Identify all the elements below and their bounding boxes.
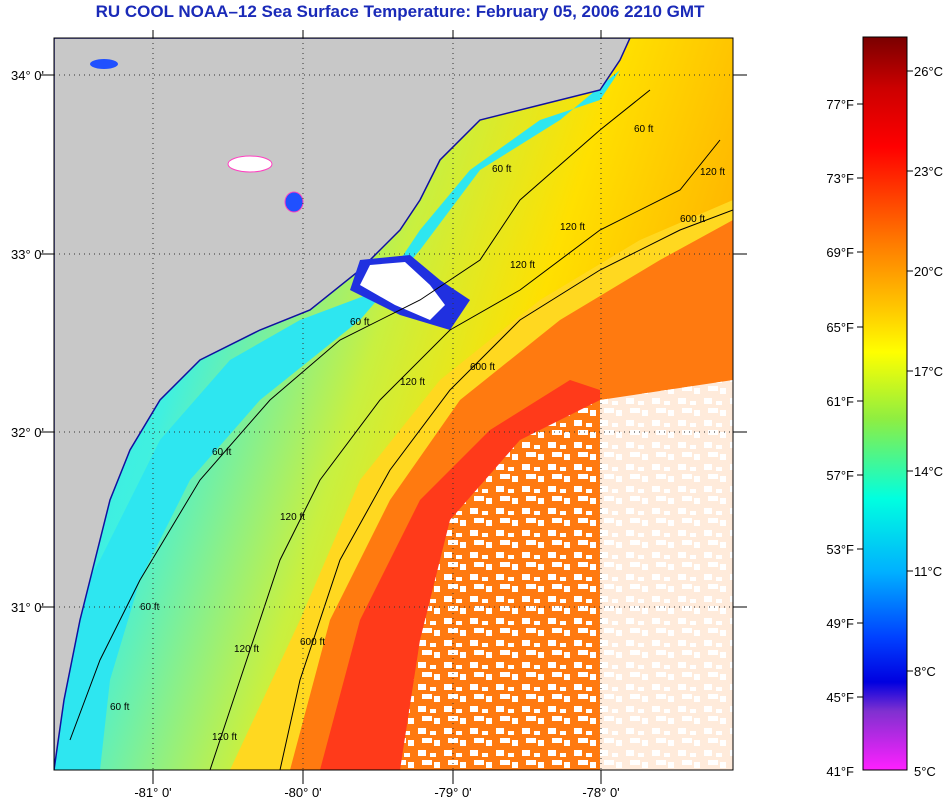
contour-label: 60 ft bbox=[634, 124, 654, 135]
f-label: 53°F bbox=[826, 542, 854, 557]
lat-label: 34° 0' bbox=[11, 68, 44, 83]
contour-600ft bbox=[279, 209, 733, 770]
contour-label: 120 ft bbox=[400, 377, 425, 388]
latitude-labels: 34° 0' 33° 0' 32° 0' 31° 0' bbox=[11, 68, 44, 615]
sst-map: 60 ft 60 ft 60 ft 60 ft 120 ft 120 ft 12… bbox=[54, 38, 733, 770]
c-label: 23°C bbox=[914, 164, 943, 179]
contour-label: 600 ft bbox=[680, 214, 705, 225]
f-label: 49°F bbox=[826, 616, 854, 631]
c-label: 5°C bbox=[914, 764, 936, 779]
lon-label: -78° 0' bbox=[582, 785, 619, 800]
c-label: 14°C bbox=[914, 464, 943, 479]
lake bbox=[90, 59, 118, 69]
lake bbox=[227, 155, 273, 173]
f-label: 73°F bbox=[826, 171, 854, 186]
f-label: 57°F bbox=[826, 468, 854, 483]
colorbar-ticks bbox=[857, 70, 913, 698]
contour-label: 600 ft bbox=[470, 362, 495, 373]
land-mass bbox=[54, 38, 631, 770]
f-label: 77°F bbox=[826, 97, 854, 112]
contour-label: 120 ft bbox=[212, 732, 237, 743]
c-label: 26°C bbox=[914, 64, 943, 79]
colorbar bbox=[862, 36, 908, 771]
contour-label: 120 ft bbox=[234, 644, 259, 655]
contour-label: 120 ft bbox=[700, 167, 725, 178]
c-label: 8°C bbox=[914, 664, 936, 679]
longitude-labels: -81° 0' -80° 0' -79° 0' -78° 0' bbox=[134, 785, 619, 800]
lon-label: -79° 0' bbox=[434, 785, 471, 800]
contour-120ft bbox=[209, 139, 721, 770]
axis-ticks bbox=[40, 30, 747, 784]
contour-label: 120 ft bbox=[510, 260, 535, 271]
colorbar-c-labels: 26°C 23°C 20°C 17°C 14°C 11°C 8°C 5°C bbox=[914, 64, 943, 779]
f-label: 65°F bbox=[826, 320, 854, 335]
map-frame bbox=[53, 37, 734, 771]
c-label: 20°C bbox=[914, 264, 943, 279]
lon-label: -80° 0' bbox=[284, 785, 321, 800]
lon-label: -81° 0' bbox=[134, 785, 171, 800]
graticule bbox=[54, 38, 733, 770]
cloud-cover bbox=[600, 380, 733, 770]
colorbar-f-labels: 77°F 73°F 69°F 65°F 61°F 57°F 53°F 49°F … bbox=[826, 97, 854, 779]
lat-label: 32° 0' bbox=[11, 425, 44, 440]
lake bbox=[284, 191, 304, 213]
contour-label: 120 ft bbox=[280, 512, 305, 523]
lat-label: 31° 0' bbox=[11, 600, 44, 615]
contour-label: 60 ft bbox=[492, 164, 512, 175]
contour-60ft bbox=[69, 89, 651, 741]
contour-label: 600 ft bbox=[300, 637, 325, 648]
f-label: 69°F bbox=[826, 245, 854, 260]
contour-label: 120 ft bbox=[560, 222, 585, 233]
contour-label: 60 ft bbox=[350, 317, 370, 328]
contour-label: 60 ft bbox=[212, 447, 232, 458]
map-title: RU COOL NOAA–12 Sea Surface Temperature:… bbox=[95, 2, 705, 21]
c-label: 11°C bbox=[914, 564, 942, 579]
f-label: 61°F bbox=[826, 394, 854, 409]
lat-label: 33° 0' bbox=[11, 247, 44, 262]
contour-label: 60 ft bbox=[110, 702, 130, 713]
c-label: 17°C bbox=[914, 364, 943, 379]
cold-plume-cloud bbox=[360, 262, 445, 320]
f-label: 41°F bbox=[826, 764, 854, 779]
f-label: 45°F bbox=[826, 690, 854, 705]
